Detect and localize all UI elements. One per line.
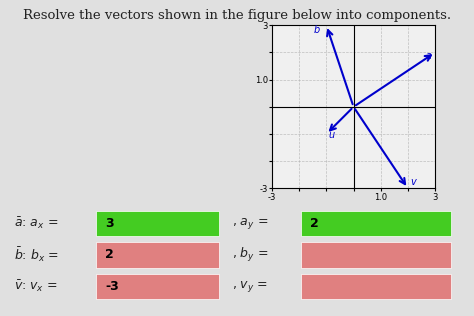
Bar [301,211,451,236]
Text: $\bar{b}$: $b_x$ =: $\bar{b}$: $b_x$ = [14,246,59,264]
Text: -3: -3 [105,280,119,293]
Text: 2: 2 [310,217,319,230]
Text: a: a [426,51,431,61]
Bar [301,274,451,299]
Bar [301,242,451,268]
Text: u: u [328,130,335,140]
Text: $\bar{a}$: $a_x$ =: $\bar{a}$: $a_x$ = [14,216,58,231]
Text: , $v_y$ =: , $v_y$ = [232,279,269,294]
Text: $\bar{v}$: $v_x$ =: $\bar{v}$: $v_x$ = [14,279,58,294]
Bar [96,242,219,268]
Text: , $a_y$ =: , $a_y$ = [232,216,269,231]
Text: 2: 2 [105,248,114,261]
Bar [96,211,219,236]
Text: b: b [314,25,320,35]
Bar [96,274,219,299]
Text: Resolve the vectors shown in the figure below into components.: Resolve the vectors shown in the figure … [23,9,451,22]
Text: 3: 3 [105,217,114,230]
Text: v: v [410,177,416,187]
Text: , $b_y$ =: , $b_y$ = [232,246,269,264]
